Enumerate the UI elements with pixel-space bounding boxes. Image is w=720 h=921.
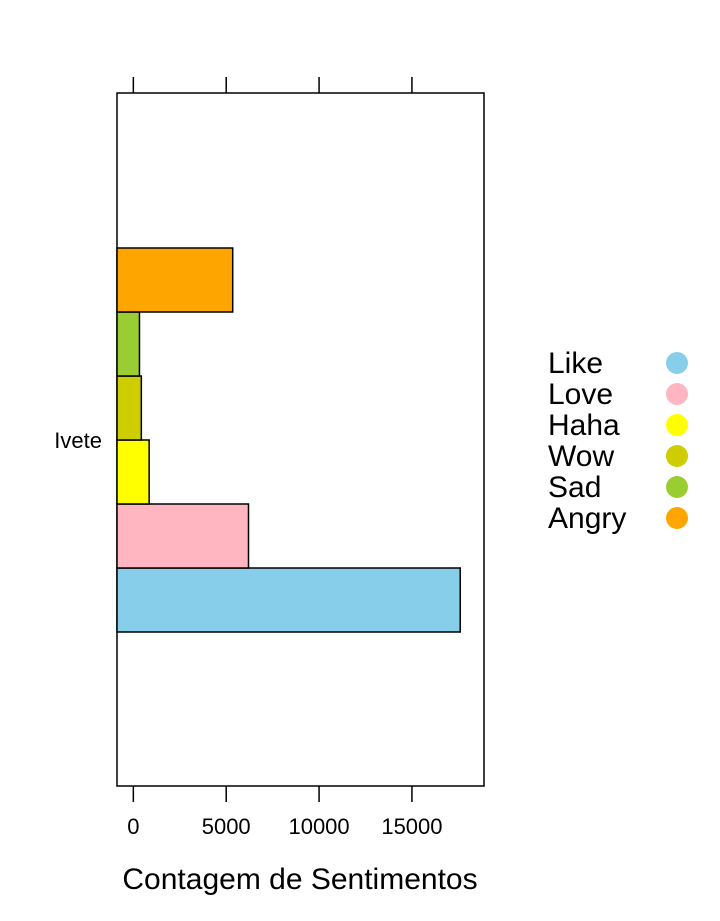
- bar-angry: [116, 247, 234, 313]
- legend-swatch-sad: [666, 476, 688, 498]
- x-tick-label: 15000: [381, 814, 442, 839]
- bar-love: [116, 503, 250, 569]
- legend-swatch-haha: [666, 414, 688, 436]
- legend-label-wow: Wow: [548, 440, 614, 473]
- x-tick-label: 10000: [288, 814, 349, 839]
- x-tick-label: 5000: [202, 814, 251, 839]
- legend-swatch-like: [666, 352, 688, 374]
- legend-swatch-wow: [666, 445, 688, 467]
- category-label: Ivete: [54, 428, 102, 453]
- x-tick-label: 0: [127, 814, 139, 839]
- plot-panel: [116, 92, 485, 787]
- category-labels: Ivete: [54, 428, 102, 453]
- legend-label-angry: Angry: [548, 502, 626, 535]
- legend-label-love: Love: [548, 378, 613, 411]
- x-axis-title: Contagem de Sentimentos: [122, 863, 477, 896]
- legend-label-sad: Sad: [548, 471, 601, 504]
- bar-haha: [116, 439, 150, 505]
- legend-label-haha: Haha: [548, 409, 620, 442]
- x-ticks-bottom: 0 5000 10000 15000: [127, 786, 443, 839]
- bar-like: [116, 567, 461, 633]
- legend-label-like: Like: [548, 347, 603, 380]
- legend-swatch-love: [666, 383, 688, 405]
- bar-sad: [116, 311, 141, 377]
- bar-wow: [116, 375, 143, 441]
- bars-group: [116, 247, 461, 633]
- legend-swatch-angry: [666, 507, 688, 529]
- x-ticks-top: [132, 77, 413, 93]
